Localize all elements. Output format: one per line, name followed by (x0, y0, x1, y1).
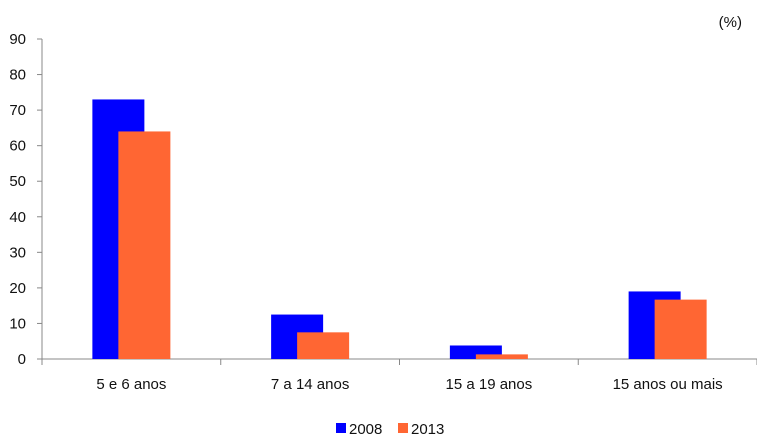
unit-label: (%) (719, 14, 742, 31)
chart-bars (92, 99, 707, 359)
chart-axes: 0 10 20 30 40 50 60 70 80 90 (9, 31, 757, 368)
chart-legend: 2008 2013 (336, 421, 444, 438)
legend-swatch-2008 (336, 423, 346, 433)
y-tick-label: 80 (9, 67, 26, 84)
y-tick-label: 90 (9, 31, 26, 48)
y-tick-label: 0 (18, 351, 26, 368)
bar-2013-3 (654, 299, 707, 359)
x-category-label: 15 a 19 anos (446, 376, 533, 393)
legend-label: 2013 (411, 421, 444, 438)
x-category-label: 7 a 14 anos (271, 376, 349, 393)
y-tick-label: 40 (9, 209, 26, 226)
bar-2013-2 (475, 354, 528, 359)
y-tick-label: 50 (9, 173, 26, 190)
bar-2013-0 (118, 131, 171, 359)
y-tick-label: 20 (9, 280, 26, 297)
y-tick-label: 60 (9, 138, 26, 155)
legend-swatch-2013 (398, 423, 408, 433)
bar-2013-1 (297, 332, 350, 359)
x-category-label: 5 e 6 anos (96, 376, 166, 393)
x-category-label: 15 anos ou mais (613, 376, 723, 393)
y-tick-label: 70 (9, 102, 26, 119)
y-tick-label: 30 (9, 244, 26, 261)
y-tick-label: 10 (9, 315, 26, 332)
x-axis-labels: 5 e 6 anos 7 a 14 anos 15 a 19 anos 15 anos… (96, 376, 722, 393)
legend-label: 2008 (349, 421, 382, 438)
